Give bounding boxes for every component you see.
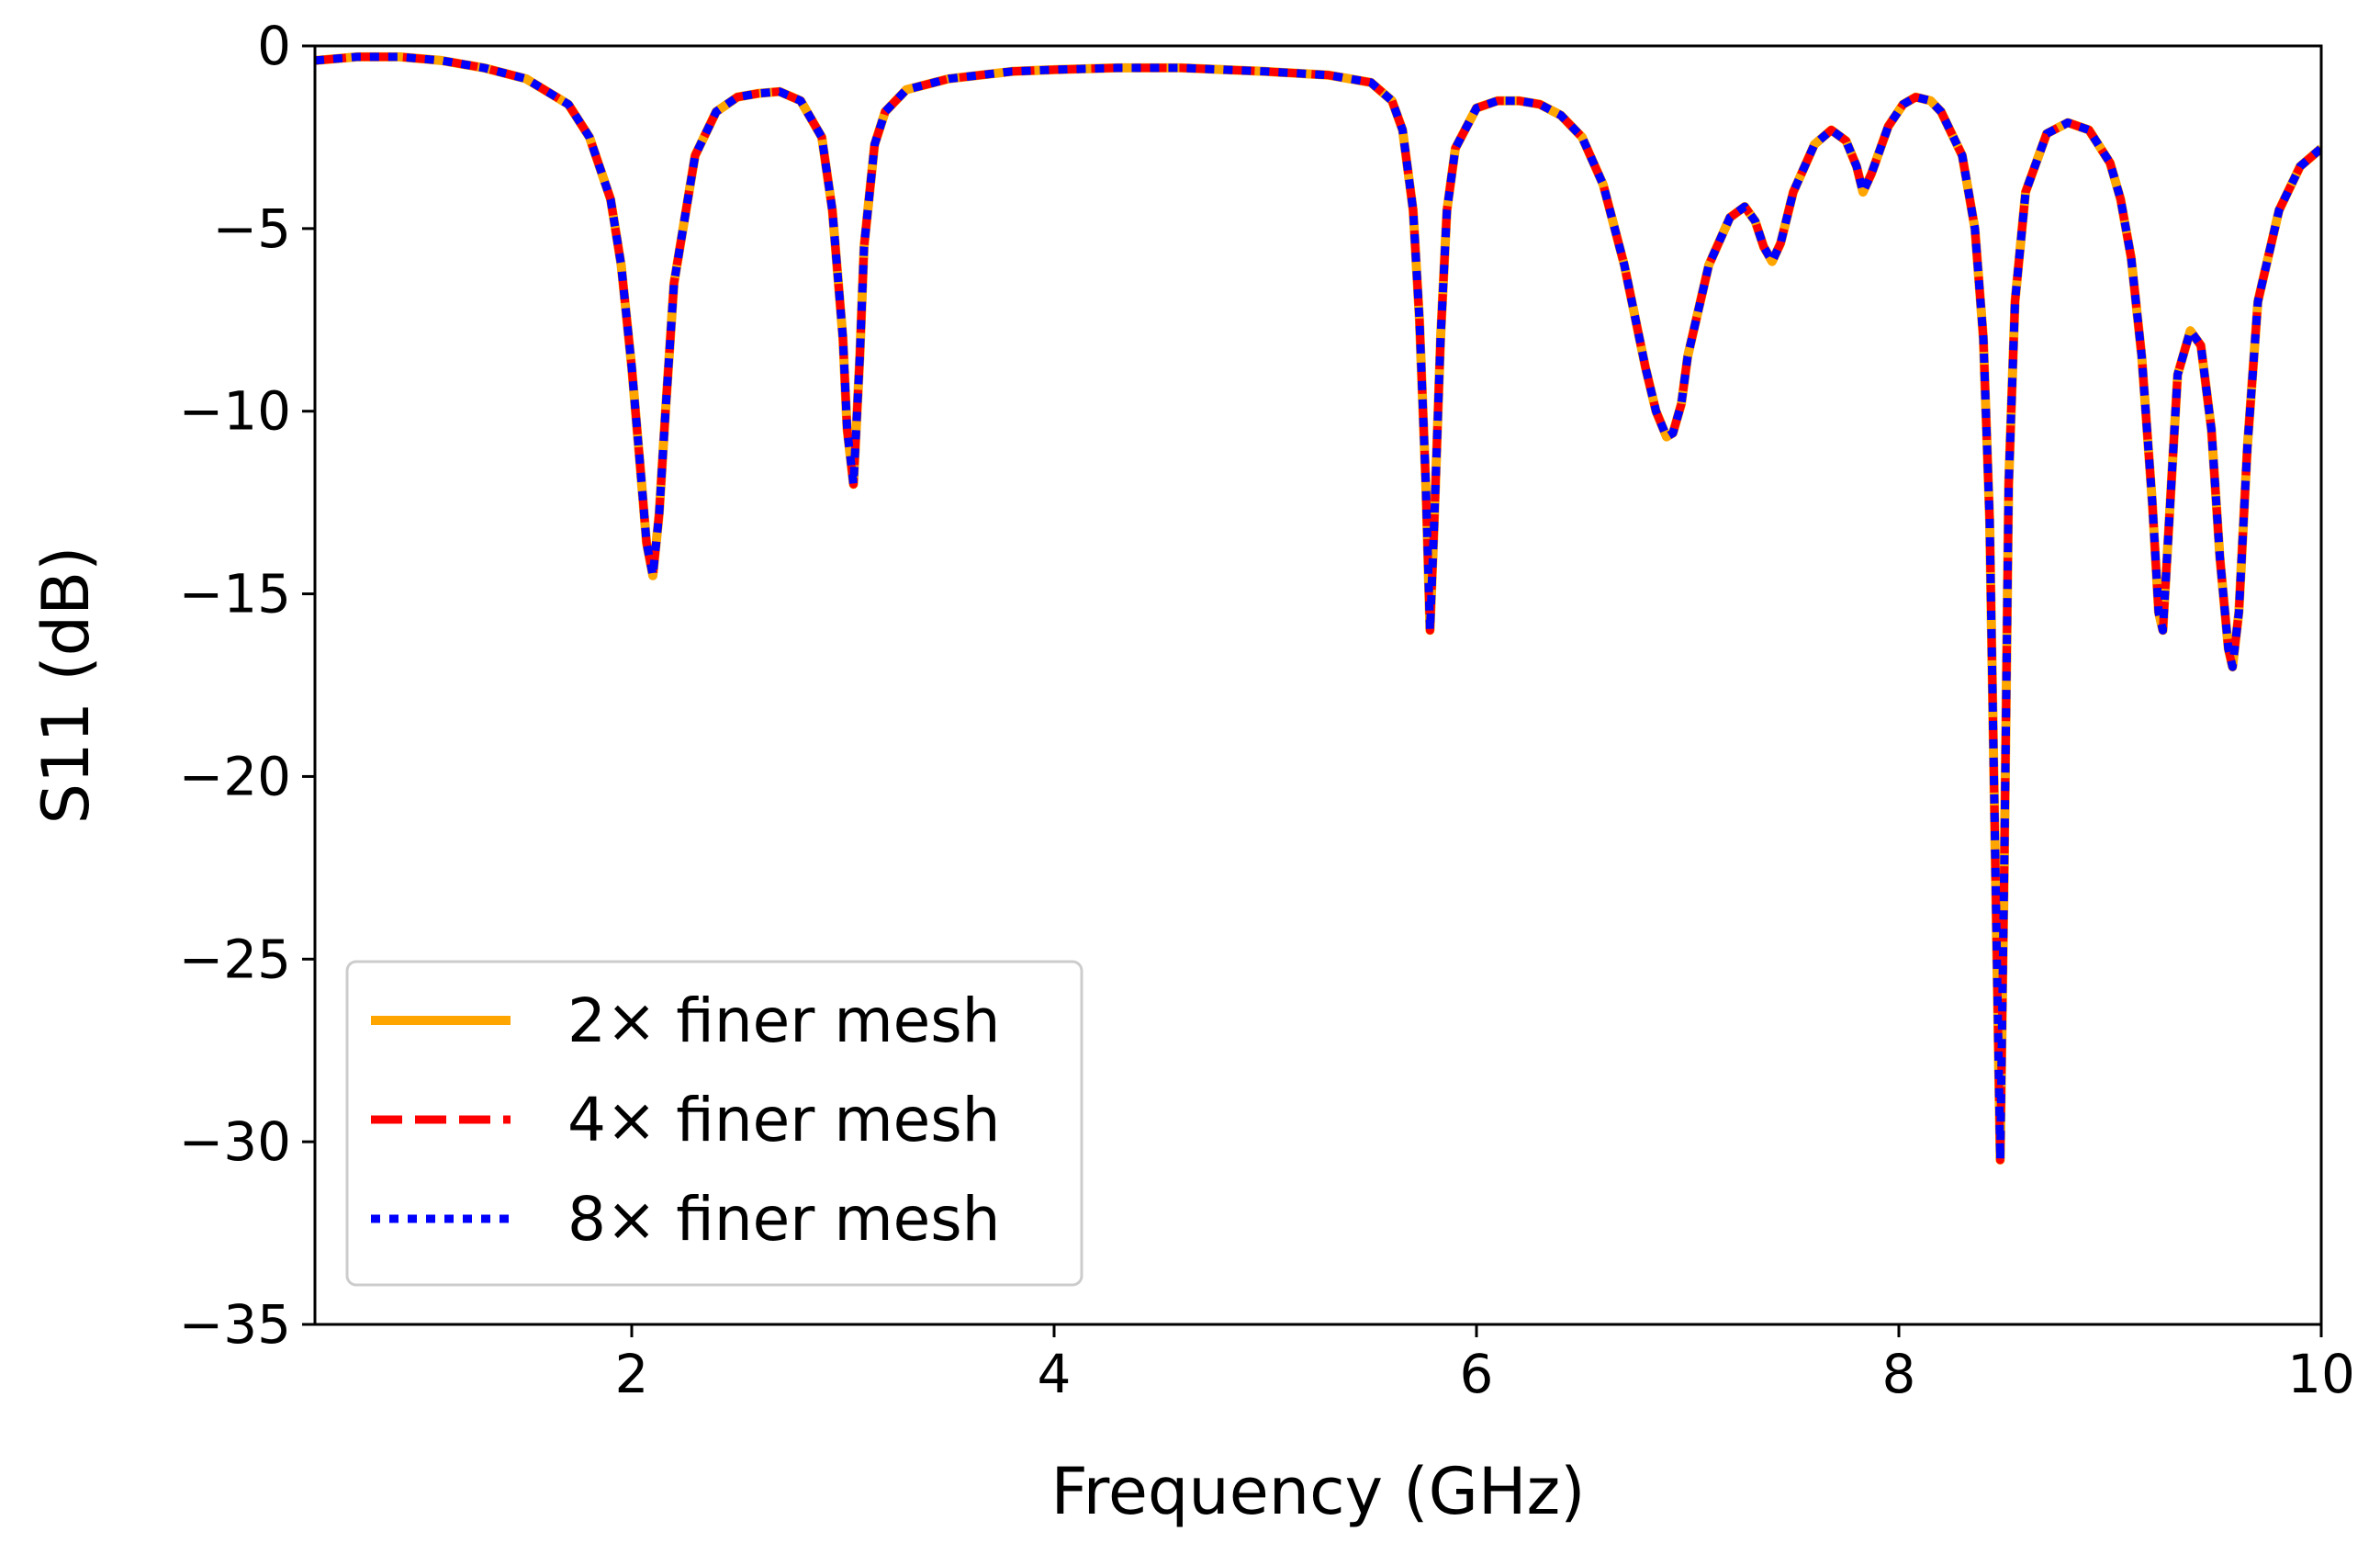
series-line-3 [315, 52, 2321, 1165]
x-tick-label: 4 [1038, 1343, 1072, 1405]
x-tick-label: 10 [2287, 1343, 2355, 1405]
y-tick-label: −5 [213, 197, 292, 260]
legend: 2× finer mesh 4× finer mesh 8× finer mesh [345, 960, 1083, 1287]
legend-label-3: 8× finer mesh [567, 1184, 1001, 1255]
x-tick-label: 6 [1460, 1343, 1494, 1405]
legend-label-1: 2× finer mesh [567, 985, 1001, 1056]
y-tick-label: −10 [179, 380, 291, 443]
x-tick-label: 8 [1882, 1343, 1916, 1405]
x-axis-ticks: 2 4 6 8 10 [615, 1324, 2355, 1405]
y-axis-ticks: 0 −5 −10 −15 −20 −25 −30 −35 [179, 15, 315, 1356]
series-layer [315, 51, 2321, 1165]
plot-area-frame [313, 44, 2323, 1326]
y-axis-label: S11 (dB) [28, 546, 104, 825]
y-tick-label: −30 [179, 1110, 291, 1173]
legend-label-2: 4× finer mesh [567, 1085, 1001, 1155]
x-tick-label: 2 [615, 1343, 649, 1405]
y-tick-label: −15 [179, 563, 291, 625]
legend-box [345, 960, 1083, 1287]
x-axis-label: Frequency (GHz) [1050, 1454, 1585, 1529]
y-tick-label: −35 [179, 1293, 291, 1356]
y-tick-label: −25 [179, 928, 291, 990]
y-tick-label: −20 [179, 745, 291, 807]
y-tick-label: 0 [257, 15, 291, 77]
